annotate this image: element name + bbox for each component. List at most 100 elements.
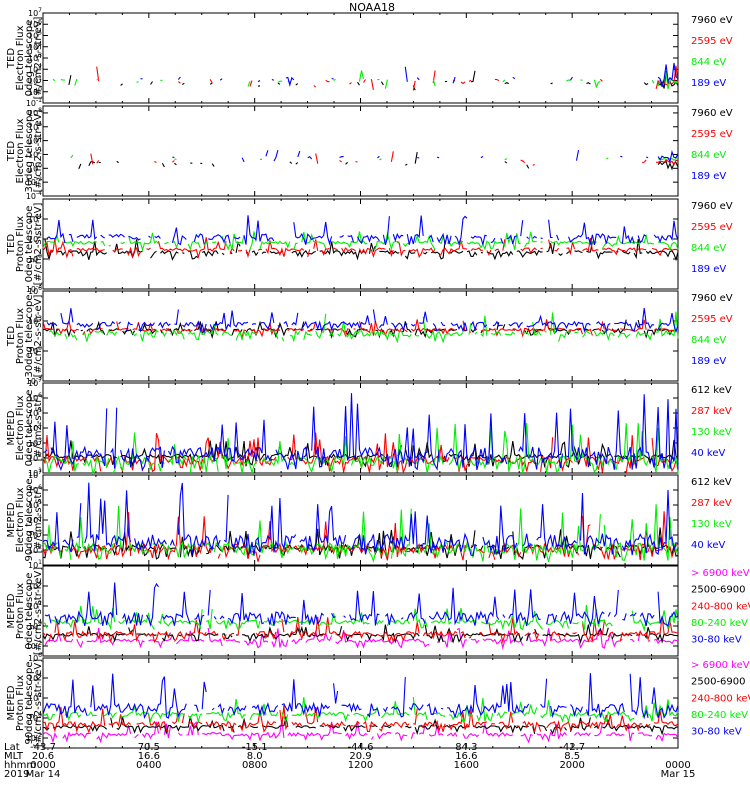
panel-frame [42,290,679,382]
series-trace-2 [96,65,679,91]
series-trace-2 [90,151,679,166]
legend-entry-1: > 6900 keV [691,568,750,579]
figure-title: NOAA18 [349,1,395,14]
series-trace-1 [78,152,679,171]
x-tick-date: Mar 15 [661,769,696,780]
y-axis-label-line: [#/cm2-s-str-keV] [33,659,44,747]
y-axis-label-line: Proton Flux [15,583,26,639]
y-tick-label: 100 [28,712,42,723]
y-tick-label: 102 [28,600,42,611]
y-tick-label: 106 [28,18,42,29]
panel-frame [42,198,679,290]
y-axis-label-line: 90deg telescope [24,661,35,744]
y-axis-label-line: TED [6,48,17,69]
y-axis-label-line: MEPED [6,685,17,720]
x-tick-mlt: 8.5 [564,751,580,762]
y-tick-label: 102 [28,452,42,463]
y-tick-label: 104 [28,422,42,433]
series-trace-3 [48,311,679,344]
series-trace-3 [42,705,679,734]
x-tick-hhmm: 0400 [136,760,161,771]
legend-entry-1: 612 keV [691,385,732,396]
series-trace-3 [70,154,679,162]
y-tick-label: 107 [28,377,42,388]
legend-entry-1: 7960 eV [691,293,733,304]
y-tick-label: 10-4 [26,190,42,201]
y-axis-label-line: TED [6,141,17,162]
series-trace-3 [42,422,679,475]
legend-entry-4: 80-240 keV [691,710,748,721]
series-trace-5 [42,673,679,720]
y-axis-label-line: 0deg telescope [24,573,35,650]
y-axis-label-line: [#/cm2-s-str-eV] [33,17,44,100]
y-tick-label: 10-2 [26,732,42,743]
x-tick-mlt: 8.0 [247,751,263,762]
y-tick-label: 107 [28,7,42,18]
panel-frame [42,105,679,197]
y-axis-label-line: Electron Flux [15,118,26,183]
y-tick-label: 104 [28,213,42,224]
panel-frame [42,382,679,474]
y-tick-label: 107 [28,469,42,480]
y-tick-label: 104 [28,580,42,591]
series-trace-2 [42,716,679,736]
legend-entry-5: 30-80 keV [691,727,742,738]
series-trace-4 [140,62,679,88]
legend-entry-4: 189 eV [691,171,726,182]
x-tick-date: Mar 14 [26,769,61,780]
legend-entry-4: 189 eV [691,78,726,89]
legend-entry-3: 130 keV [691,427,732,438]
legend-entry-1: 612 keV [691,477,732,488]
series-trace-4 [46,308,679,334]
y-axis-label-line: MEPED [6,593,17,628]
y-axis-label-line: 30deg telescope [24,294,35,377]
y-tick-label: 106 [28,121,42,132]
legend-entry-1: 7960 eV [691,108,733,119]
y-axis-label-line: Proton Flux [15,675,26,731]
series-trace-4 [46,215,679,246]
legend-entry-3: 844 eV [691,150,726,161]
x-tick-lat: -42.7 [559,742,585,753]
x-tick-hhmm: 0800 [242,760,267,771]
y-tick-label: 104 [28,41,42,52]
series-trace-2 [42,237,679,260]
legend-entry-4: 189 eV [691,264,726,275]
x-tick-hhmm: 0000 [30,760,55,771]
y-axis-label-line: [#/cm2-s-str] [33,486,44,553]
y-tick-label: 10-2 [26,640,42,651]
y-tick-label: 103 [28,52,42,63]
y-tick-label: 102 [28,692,42,703]
legend-entry-3: 844 eV [691,335,726,346]
y-axis-label-line: [#/cm2-s-str] [33,394,44,461]
x-tick-hhmm: 0000 [665,760,690,771]
y-tick-label: 102 [28,63,42,74]
y-axis-label-line: Electron Flux [15,395,26,460]
y-axis-label-line: Electron Flux [15,487,26,552]
legend-entry-2: 2500-6900 [691,677,746,688]
y-tick-label: 10-1 [26,97,42,108]
y-tick-label: 100 [28,86,42,97]
x-tick-mlt: 16.6 [138,751,160,762]
y-axis-label-line: 0deg telescope [24,20,35,97]
legend-entry-3: 240-800 keV [691,693,750,704]
x-row-label-2019: 2019 [4,769,29,780]
y-tick-label: 105 [28,30,42,41]
legend-entry-2: 287 keV [691,498,732,509]
series-trace-1 [42,720,679,744]
y-axis-label-line: Electron Flux [15,25,26,90]
series-trace-4 [42,697,679,724]
y-tick-label: 102 [28,148,42,159]
y-tick-label: 101 [28,559,42,570]
y-tick-label: 10-2 [26,176,42,187]
legend-entry-4: 40 keV [691,540,725,551]
x-tick-hhmm: 1200 [348,760,373,771]
x-row-label-hhmm: hhmm [4,760,36,771]
y-tick-label: 108 [28,107,42,118]
series-trace-4 [42,393,679,472]
